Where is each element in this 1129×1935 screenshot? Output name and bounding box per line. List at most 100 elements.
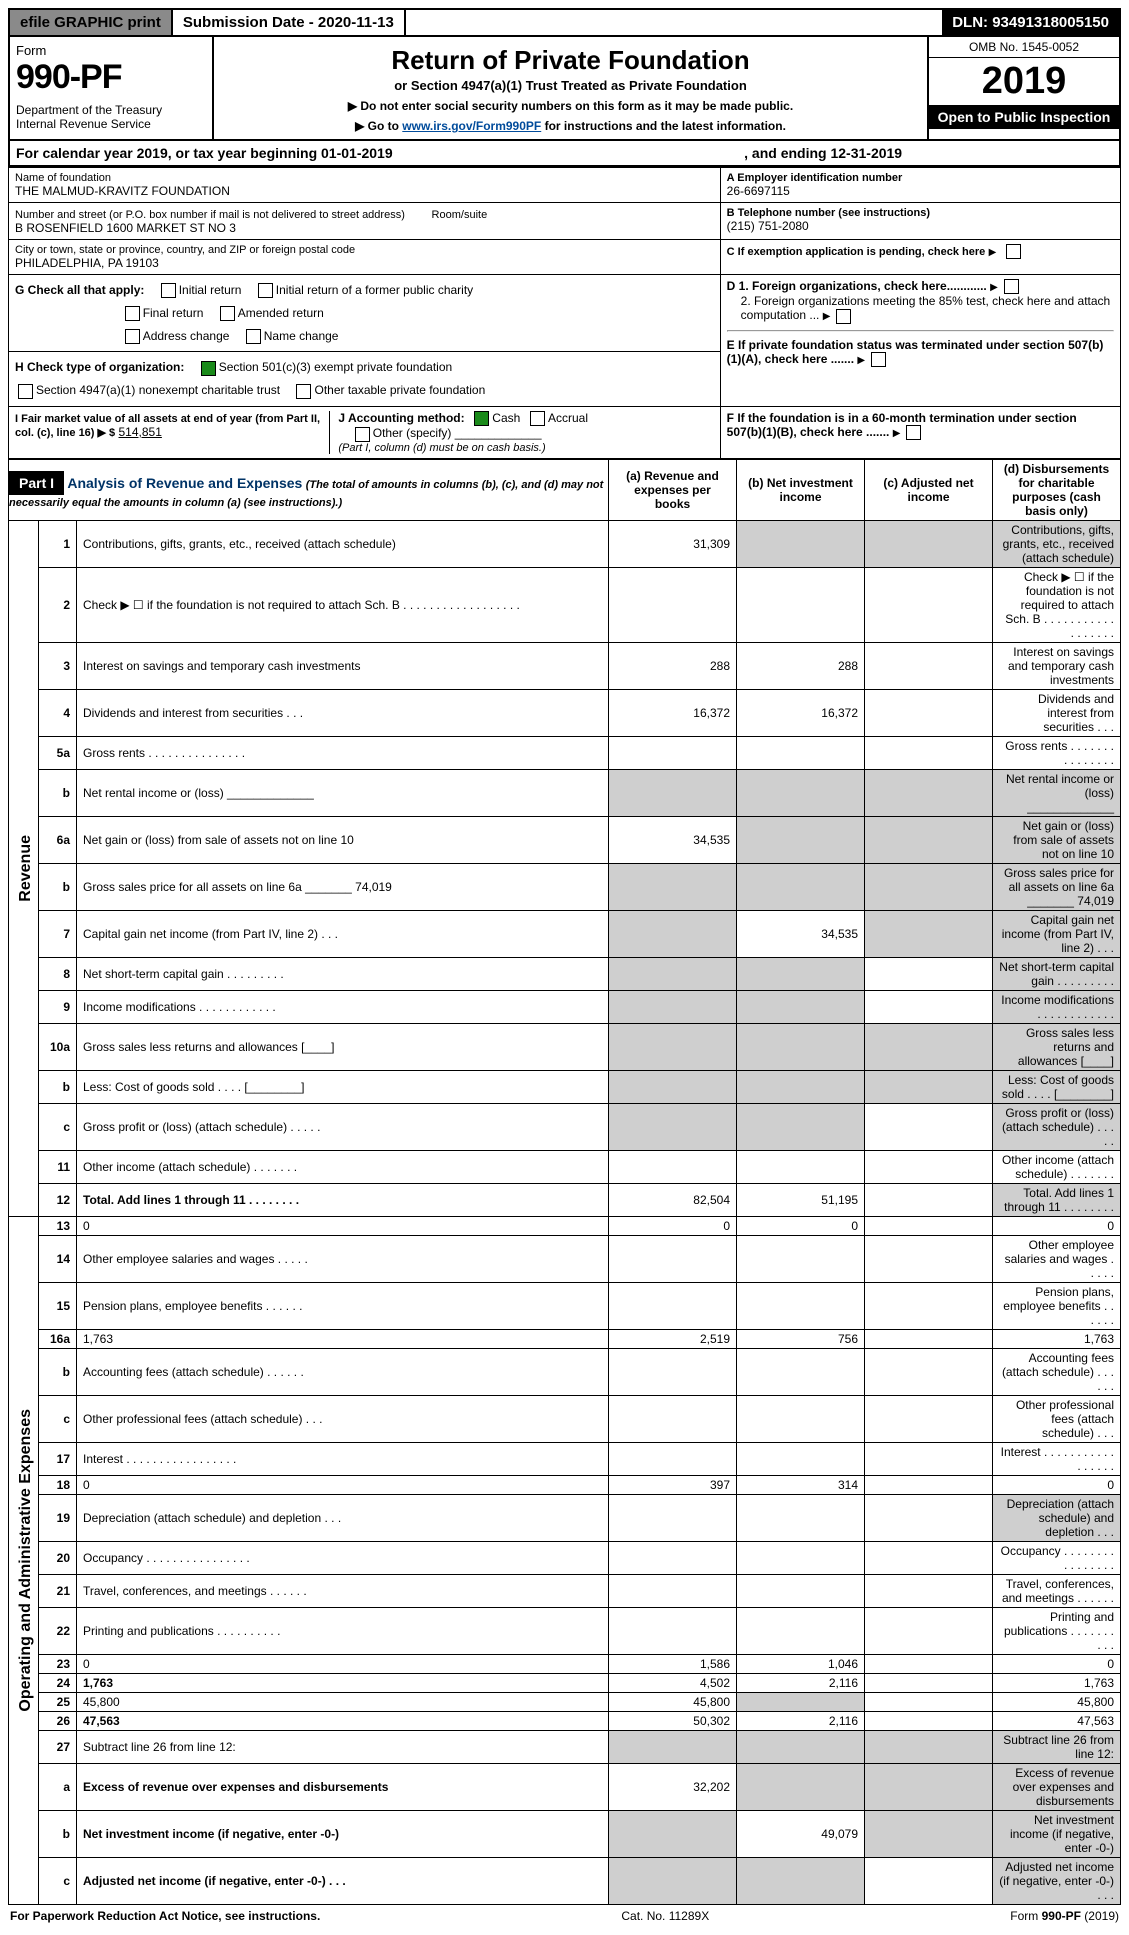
j-accrual-checkbox[interactable] [530,411,545,426]
line-description: Interest . . . . . . . . . . . . . . . .… [77,1442,609,1475]
line-description: Other income (attach schedule) . . . . .… [77,1150,609,1183]
j-cash-checkbox[interactable] [474,411,489,426]
cell-a: 82,504 [609,1183,737,1216]
department: Department of the Treasury Internal Reve… [16,103,206,131]
line-description: Less: Cost of goods sold . . . . [______… [77,1070,609,1103]
cell-d: Gross sales less returns and allowances … [993,1023,1121,1070]
cell-c [865,1673,993,1692]
h-501c3-checkbox[interactable] [201,361,216,376]
f-checkbox[interactable] [906,425,921,440]
g-item-5: Name change [264,329,339,343]
h-4947-checkbox[interactable] [18,384,33,399]
footer-center: Cat. No. 11289X [621,1909,709,1923]
cell-b [737,1763,865,1810]
g-final-checkbox[interactable] [125,306,140,321]
line-description: Excess of revenue over expenses and disb… [77,1763,609,1810]
line-number: 23 [39,1654,77,1673]
cell-d: Pension plans, employee benefits . . . .… [993,1282,1121,1329]
arrow-icon [989,244,1000,258]
efile-print-button[interactable]: efile GRAPHIC print [10,10,173,35]
d1-label: D 1. Foreign organizations, check here..… [727,279,987,293]
cell-d: Interest . . . . . . . . . . . . . . . .… [993,1442,1121,1475]
cell-c [865,1070,993,1103]
line-description: Adjusted net income (if negative, enter … [77,1857,609,1904]
line-number: c [39,1103,77,1150]
cell-d: Subtract line 26 from line 12: [993,1730,1121,1763]
h-item-1: Section 4947(a)(1) nonexempt charitable … [36,383,280,397]
line-number: 2 [39,567,77,642]
cell-b [737,1607,865,1654]
cell-d: Income modifications . . . . . . . . . .… [993,990,1121,1023]
g-item-2: Final return [143,306,204,320]
cell-c [865,1810,993,1857]
cell-a [609,1235,737,1282]
cell-a: 4,502 [609,1673,737,1692]
cell-d: Gross profit or (loss) (attach schedule)… [993,1103,1121,1150]
part-1-badge: Part I [9,471,64,495]
part-1-title: Analysis of Revenue and Expenses [67,475,302,491]
line-description: Net short-term capital gain . . . . . . … [77,957,609,990]
tel-label: B Telephone number (see instructions) [727,207,1114,219]
d1-checkbox[interactable] [1004,279,1019,294]
cell-b [737,1574,865,1607]
j-label: J Accounting method: [338,411,464,425]
j-note: (Part I, column (d) must be on cash basi… [338,442,713,454]
line-description: Printing and publications . . . . . . . … [77,1607,609,1654]
cell-a: 16,372 [609,689,737,736]
line-number: b [39,1070,77,1103]
g-address-checkbox[interactable] [125,329,140,344]
cell-d: 0 [993,1654,1121,1673]
c-checkbox[interactable] [1006,244,1021,259]
table-row: cOther professional fees (attach schedul… [9,1395,1121,1442]
cal-end: , and ending 12-31-2019 [744,145,902,161]
cell-a [609,1282,737,1329]
line-number: 25 [39,1692,77,1711]
line-description: Gross profit or (loss) (attach schedule)… [77,1103,609,1150]
cell-a: 0 [609,1216,737,1235]
g-amended-checkbox[interactable] [220,306,235,321]
cell-b [737,520,865,567]
cell-c [865,1692,993,1711]
line-description: Interest on savings and temporary cash i… [77,642,609,689]
table-row: 15Pension plans, employee benefits . . .… [9,1282,1121,1329]
cell-b [737,1541,865,1574]
j-other-checkbox[interactable] [355,427,370,442]
h-other-checkbox[interactable] [296,384,311,399]
g-initial-checkbox[interactable] [161,283,176,298]
cell-c [865,1494,993,1541]
open-to-public: Open to Public Inspection [929,105,1119,129]
cell-b [737,990,865,1023]
line-description: Net rental income or (loss) ____________… [77,769,609,816]
cell-c [865,1329,993,1348]
g-name-checkbox[interactable] [246,329,261,344]
cell-d: Capital gain net income (from Part IV, l… [993,910,1121,957]
cell-b [737,1692,865,1711]
i-value: 514,851 [119,425,162,439]
line-description: Dividends and interest from securities .… [77,689,609,736]
line-number: 21 [39,1574,77,1607]
cell-c [865,816,993,863]
cell-c [865,1607,993,1654]
h-item-2: Other taxable private foundation [314,383,485,397]
instructions-link[interactable]: www.irs.gov/Form990PF [402,119,541,133]
cell-b: 1,046 [737,1654,865,1673]
g-initial-public-checkbox[interactable] [258,283,273,298]
cell-b: 288 [737,642,865,689]
j-item-2: Other (specify) [373,426,452,440]
line-number: 10a [39,1023,77,1070]
cell-a: 32,202 [609,1763,737,1810]
e-checkbox[interactable] [871,352,886,367]
table-row: 19Depreciation (attach schedule) and dep… [9,1494,1121,1541]
city-state-zip: PHILADELPHIA, PA 19103 [15,256,714,270]
line-number: c [39,1857,77,1904]
cell-c [865,1711,993,1730]
table-row: aExcess of revenue over expenses and dis… [9,1763,1121,1810]
line-number: b [39,1810,77,1857]
table-row: 21Travel, conferences, and meetings . . … [9,1574,1121,1607]
cell-c [865,1183,993,1216]
d2-checkbox[interactable] [836,309,851,324]
cell-b [737,1494,865,1541]
line-description: Depreciation (attach schedule) and deple… [77,1494,609,1541]
cell-a [609,990,737,1023]
cell-c [865,1442,993,1475]
